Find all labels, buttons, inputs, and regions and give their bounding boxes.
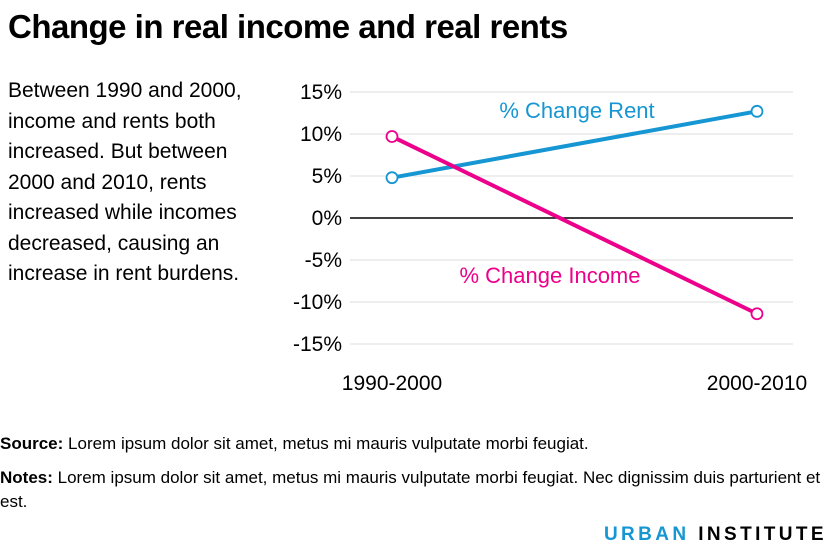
- brand-institute: INSTITUTE: [698, 524, 827, 545]
- series-line-income: [390, 134, 759, 316]
- y-tick-label: 10%: [300, 123, 342, 146]
- notes-label: Notes:: [0, 468, 53, 487]
- data-point: [385, 171, 399, 185]
- notes-text: Lorem ipsum dolor sit amet, metus mi mau…: [0, 468, 821, 511]
- source-text: Lorem ipsum dolor sit amet, metus mi mau…: [68, 434, 589, 453]
- brand-logo: URBAN INSTITUTE: [604, 524, 827, 546]
- y-tick-label: 15%: [300, 81, 342, 104]
- data-point: [750, 104, 764, 118]
- gridlines: [350, 91, 793, 345]
- chart-title: Change in real income and real rents: [8, 8, 568, 45]
- data-point: [385, 130, 399, 143]
- x-axis-ticks: 1990-2000 2000-2010: [342, 372, 807, 395]
- y-tick-label: 5%: [312, 165, 342, 188]
- line-chart: 15% 10% 5% 0% -5% -10% -15% 1990-2000 2000-2010…: [293, 81, 807, 395]
- y-tick-label: -10%: [293, 291, 342, 314]
- chart-description: Between 1990 and 2000, income and rents …: [8, 79, 242, 285]
- data-point: [750, 307, 764, 321]
- source-label: Source:: [0, 434, 64, 453]
- source-note: Source: Lorem ipsum dolor sit amet, metu…: [0, 432, 833, 456]
- brand-urban: URBAN: [603, 524, 690, 545]
- y-axis-ticks: 15% 10% 5% 0% -5% -10% -15%: [293, 81, 342, 356]
- series-label-rent: % Change Rent: [499, 98, 654, 123]
- notes: Notes: Lorem ipsum dolor sit amet, metus…: [0, 466, 833, 514]
- series: [385, 104, 764, 321]
- x-tick-label: 2000-2010: [707, 372, 807, 395]
- y-tick-label: -15%: [293, 333, 342, 356]
- y-tick-label: -5%: [305, 249, 342, 272]
- series-label-income: % Change Income: [460, 263, 641, 288]
- y-tick-label: 0%: [312, 207, 342, 230]
- x-tick-label: 1990-2000: [342, 372, 442, 395]
